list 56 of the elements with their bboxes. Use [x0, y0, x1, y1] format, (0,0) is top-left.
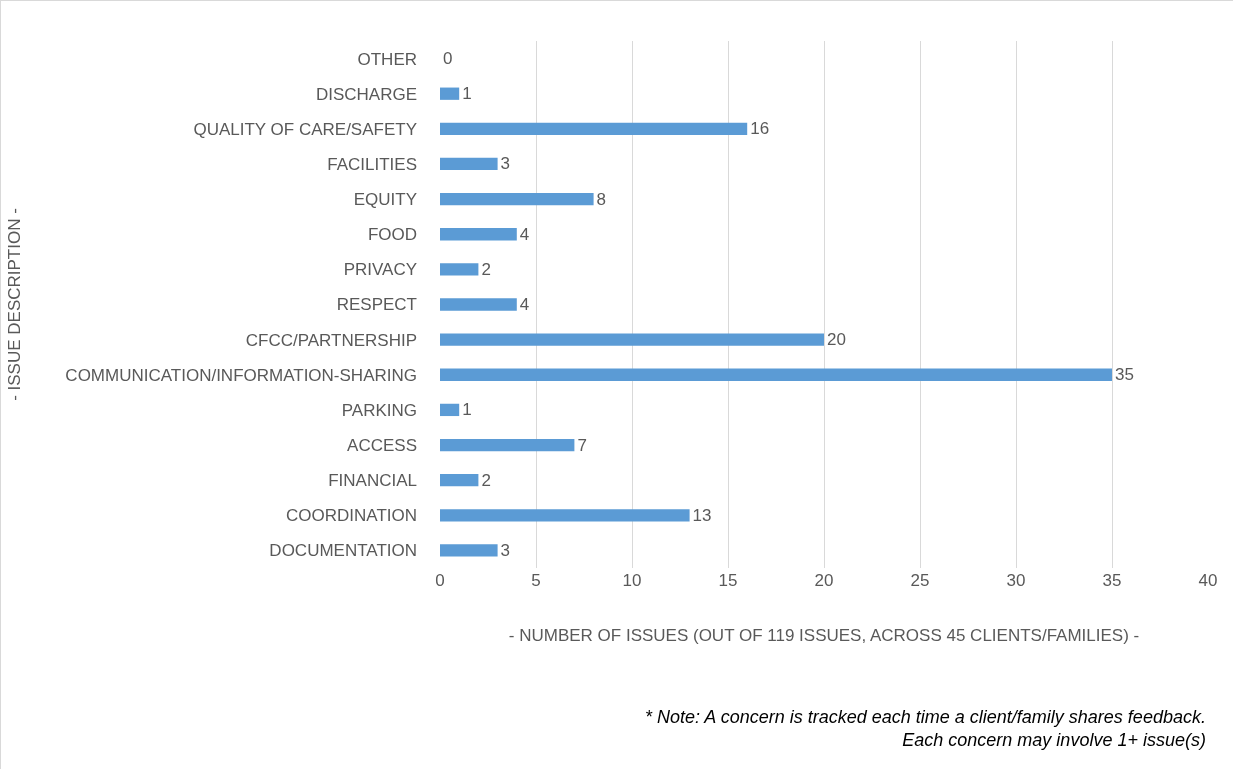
data-label: 3 — [500, 540, 511, 560]
y-tick-label: FOOD — [367, 225, 417, 245]
x-tick-label: 10 — [622, 571, 642, 590]
y-tick-label: COMMUNICATION/INFORMATION-SHARING — [65, 365, 417, 385]
y-tick-label: RESPECT — [336, 295, 417, 315]
data-label: 13 — [692, 505, 712, 525]
bar — [440, 228, 517, 241]
bar — [440, 157, 498, 171]
x-tick-label: 20 — [814, 571, 834, 590]
bar — [440, 474, 479, 487]
data-label: 16 — [750, 119, 770, 139]
y-tick-label: PARKING — [341, 400, 417, 420]
x-tick-label: 30 — [1006, 571, 1026, 590]
x-tick-label: 35 — [1102, 571, 1122, 590]
data-label: 35 — [1115, 365, 1134, 385]
y-tick-label: CFCC/PARTNERSHIP — [245, 330, 417, 350]
bar — [440, 87, 460, 100]
y-tick-label: DOCUMENTATION — [269, 541, 417, 561]
x-tick-label: 25 — [910, 571, 930, 590]
y-tick-label: PRIVACY — [343, 260, 417, 280]
bar — [440, 403, 460, 417]
x-tick-label: 40 — [1198, 571, 1218, 590]
y-tick-label: OTHER — [357, 49, 417, 69]
data-label: 20 — [827, 330, 846, 350]
y-tick-label: DISCHARGE — [315, 84, 417, 104]
y-tick-label: FACILITIES — [327, 154, 417, 174]
y-tick-label: EQUITY — [353, 190, 417, 210]
x-tick-label: 0 — [435, 571, 445, 590]
data-label: 1 — [462, 400, 472, 420]
data-label: 2 — [481, 470, 491, 490]
data-label: 4 — [519, 224, 530, 244]
bar — [440, 298, 517, 311]
data-label: 7 — [577, 435, 587, 455]
bar — [440, 122, 748, 135]
x-tick-label: 5 — [531, 571, 541, 590]
data-label: 2 — [481, 259, 491, 279]
y-tick-label: ACCESS — [347, 435, 417, 455]
x-tick-label: 15 — [718, 571, 738, 590]
data-label: 8 — [596, 189, 607, 209]
bar — [440, 544, 498, 557]
bar — [440, 333, 824, 346]
bar — [440, 438, 575, 452]
data-label: 4 — [519, 295, 530, 314]
bar — [440, 192, 594, 206]
data-label: 3 — [500, 154, 511, 174]
y-axis-title: - ISSUE DESCRIPTION - — [4, 208, 24, 401]
text: * Note: A concern is tracked each time a client/family shares feedback. Each concern may involve 1+ issue(s) — [645, 707, 1206, 751]
data-label: 1 — [462, 84, 472, 104]
y-tick-label: COORDINATION — [286, 506, 417, 526]
x-axis-title: - NUMBER OF ISSUES (OUT OF 119 ISSUES, ACROSS 45 CLIENTS/FAMILIES) - — [508, 626, 1140, 646]
y-tick-label: FINANCIAL — [328, 471, 417, 491]
y-tick-label: QUALITY OF CARE/SAFETY — [193, 119, 417, 139]
bar — [440, 368, 1112, 381]
bar — [440, 263, 479, 276]
bar — [440, 509, 690, 522]
data-label: 0 — [443, 49, 453, 69]
